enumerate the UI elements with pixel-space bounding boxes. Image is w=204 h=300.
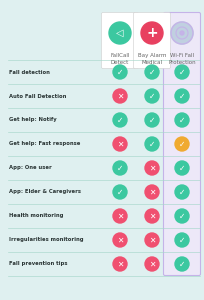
Circle shape: [174, 185, 188, 199]
Text: ✓: ✓: [148, 92, 154, 100]
Text: ✕: ✕: [148, 212, 154, 220]
Circle shape: [170, 22, 192, 44]
Text: ✓: ✓: [178, 260, 184, 268]
Text: ✕: ✕: [148, 260, 154, 268]
Circle shape: [174, 161, 188, 175]
Text: ✓: ✓: [178, 236, 184, 244]
Circle shape: [112, 113, 126, 127]
Circle shape: [112, 65, 126, 79]
Text: ✓: ✓: [116, 164, 123, 172]
Text: ◁: ◁: [116, 28, 123, 38]
Circle shape: [144, 233, 158, 247]
Circle shape: [174, 257, 188, 271]
Text: ✕: ✕: [116, 140, 123, 148]
Circle shape: [144, 185, 158, 199]
Text: ✓: ✓: [178, 188, 184, 196]
Circle shape: [112, 185, 126, 199]
Text: +: +: [145, 26, 157, 40]
Text: ✓: ✓: [178, 92, 184, 100]
Circle shape: [112, 89, 126, 103]
Text: Get help: Fast response: Get help: Fast response: [9, 142, 80, 146]
Circle shape: [179, 31, 183, 35]
Text: App: Elder & Caregivers: App: Elder & Caregivers: [9, 190, 81, 194]
Text: Bay Alarm
Medical: Bay Alarm Medical: [137, 53, 165, 64]
Text: ✓: ✓: [148, 68, 154, 76]
Text: Get help: Notify: Get help: Notify: [9, 118, 56, 122]
Text: ✓: ✓: [148, 140, 154, 148]
Text: ✓: ✓: [116, 188, 123, 196]
Text: ✓: ✓: [178, 212, 184, 220]
Circle shape: [109, 22, 130, 44]
Text: ✕: ✕: [116, 92, 123, 100]
Text: ✕: ✕: [148, 188, 154, 196]
Text: ✓: ✓: [178, 68, 184, 76]
Circle shape: [144, 89, 158, 103]
Text: App: One user: App: One user: [9, 166, 51, 170]
Text: ✕: ✕: [148, 236, 154, 244]
Circle shape: [144, 209, 158, 223]
Circle shape: [144, 137, 158, 151]
Text: ✓: ✓: [178, 140, 184, 148]
Circle shape: [174, 89, 188, 103]
Circle shape: [174, 233, 188, 247]
Text: Wi-Fi Fall
Protection: Wi-Fi Fall Protection: [167, 53, 195, 64]
Text: ✕: ✕: [148, 164, 154, 172]
Circle shape: [174, 137, 188, 151]
FancyBboxPatch shape: [163, 13, 200, 275]
Text: Health monitoring: Health monitoring: [9, 214, 63, 218]
Text: Fall prevention tips: Fall prevention tips: [9, 262, 67, 266]
Text: Irregularities monitoring: Irregularities monitoring: [9, 238, 83, 242]
Text: ✕: ✕: [116, 212, 123, 220]
Circle shape: [112, 209, 126, 223]
Text: ✓: ✓: [178, 116, 184, 124]
Text: ✓: ✓: [116, 116, 123, 124]
Text: ✕: ✕: [116, 236, 123, 244]
FancyBboxPatch shape: [101, 13, 138, 68]
Text: Fall detection: Fall detection: [9, 70, 50, 74]
Text: ✓: ✓: [148, 116, 154, 124]
Circle shape: [112, 233, 126, 247]
Circle shape: [170, 22, 192, 44]
Circle shape: [174, 209, 188, 223]
Circle shape: [140, 22, 162, 44]
Text: ✓: ✓: [178, 164, 184, 172]
FancyBboxPatch shape: [133, 13, 170, 68]
Circle shape: [144, 113, 158, 127]
Circle shape: [112, 257, 126, 271]
Circle shape: [144, 161, 158, 175]
Circle shape: [174, 113, 188, 127]
Circle shape: [112, 161, 126, 175]
Circle shape: [144, 257, 158, 271]
Text: ✓: ✓: [116, 68, 123, 76]
Text: ✕: ✕: [116, 260, 123, 268]
Text: Auto Fall Detection: Auto Fall Detection: [9, 94, 66, 98]
Circle shape: [174, 65, 188, 79]
Circle shape: [112, 137, 126, 151]
Circle shape: [144, 65, 158, 79]
Text: FallCall
Detect: FallCall Detect: [110, 53, 129, 64]
